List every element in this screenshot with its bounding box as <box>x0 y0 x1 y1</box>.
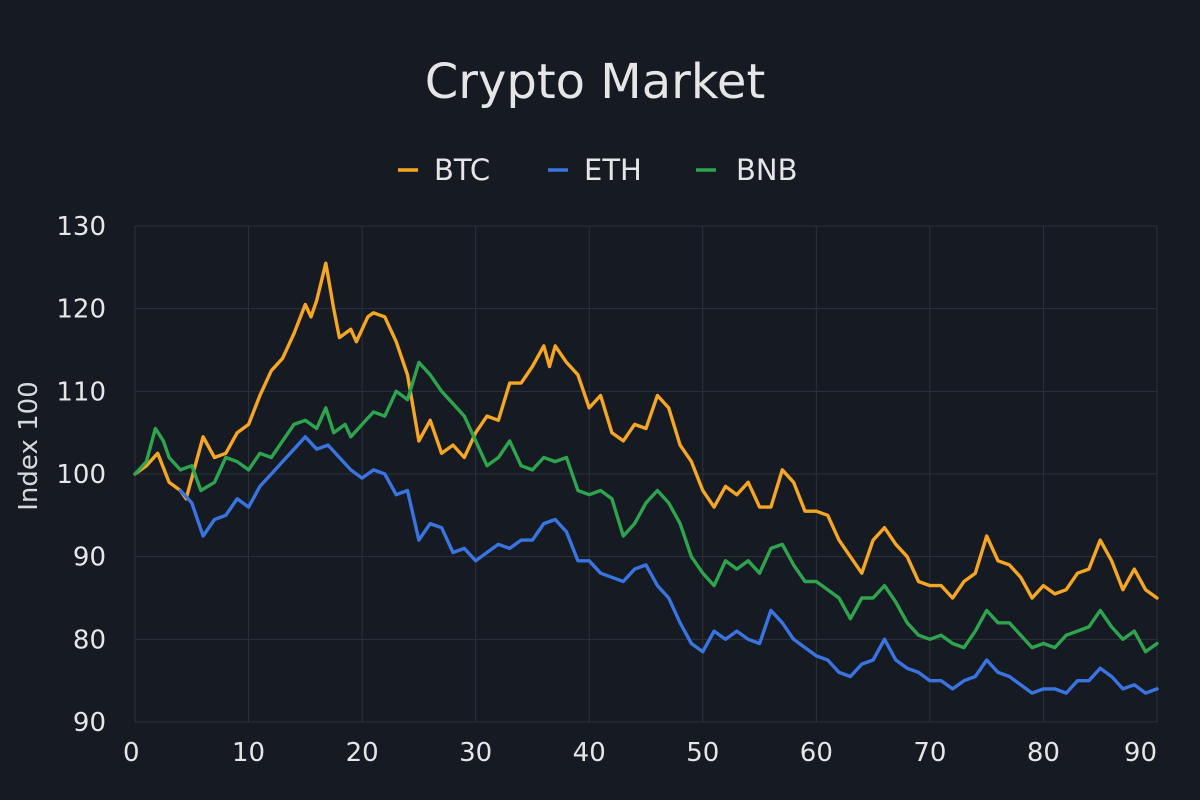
legend-label-eth: ETH <box>584 153 642 187</box>
series-lines <box>133 261 1159 695</box>
y-tick-label: 90 <box>73 543 106 573</box>
y-axis-ticks: 90 80 90 100 110 120 130 <box>56 212 106 738</box>
y-axis-title: Index 100 <box>14 381 44 510</box>
x-tick-label: 10 <box>232 738 265 768</box>
chart-legend: BTC ETH BNB <box>398 153 797 187</box>
x-tick-label: 50 <box>686 738 719 768</box>
x-tick-label: 80 <box>1027 738 1060 768</box>
x-tick-label: 70 <box>913 738 946 768</box>
series-line-btc <box>133 261 1159 600</box>
x-tick-label: 90 <box>1124 738 1157 768</box>
x-axis-ticks: 0 10 20 30 40 50 60 70 80 90 <box>123 738 1157 768</box>
series-line-bnb <box>133 360 1159 654</box>
x-tick-label: 20 <box>346 738 379 768</box>
x-tick-label: 0 <box>123 738 140 768</box>
y-tick-label: 110 <box>56 377 106 407</box>
y-tick-label: 80 <box>73 625 106 655</box>
y-tick-label: 130 <box>56 212 106 242</box>
legend-label-bnb: BNB <box>736 153 797 187</box>
series-line-eth <box>178 435 1159 695</box>
legend-label-btc: BTC <box>434 153 490 187</box>
y-tick-label: 100 <box>56 460 106 490</box>
y-tick-label: 120 <box>56 295 106 325</box>
x-tick-label: 60 <box>800 738 833 768</box>
x-tick-label: 40 <box>573 738 606 768</box>
x-tick-label: 30 <box>459 738 492 768</box>
chart-title: Crypto Market <box>425 54 766 110</box>
y-tick-label: 90 <box>73 708 106 738</box>
grid-lines <box>134 225 1158 723</box>
